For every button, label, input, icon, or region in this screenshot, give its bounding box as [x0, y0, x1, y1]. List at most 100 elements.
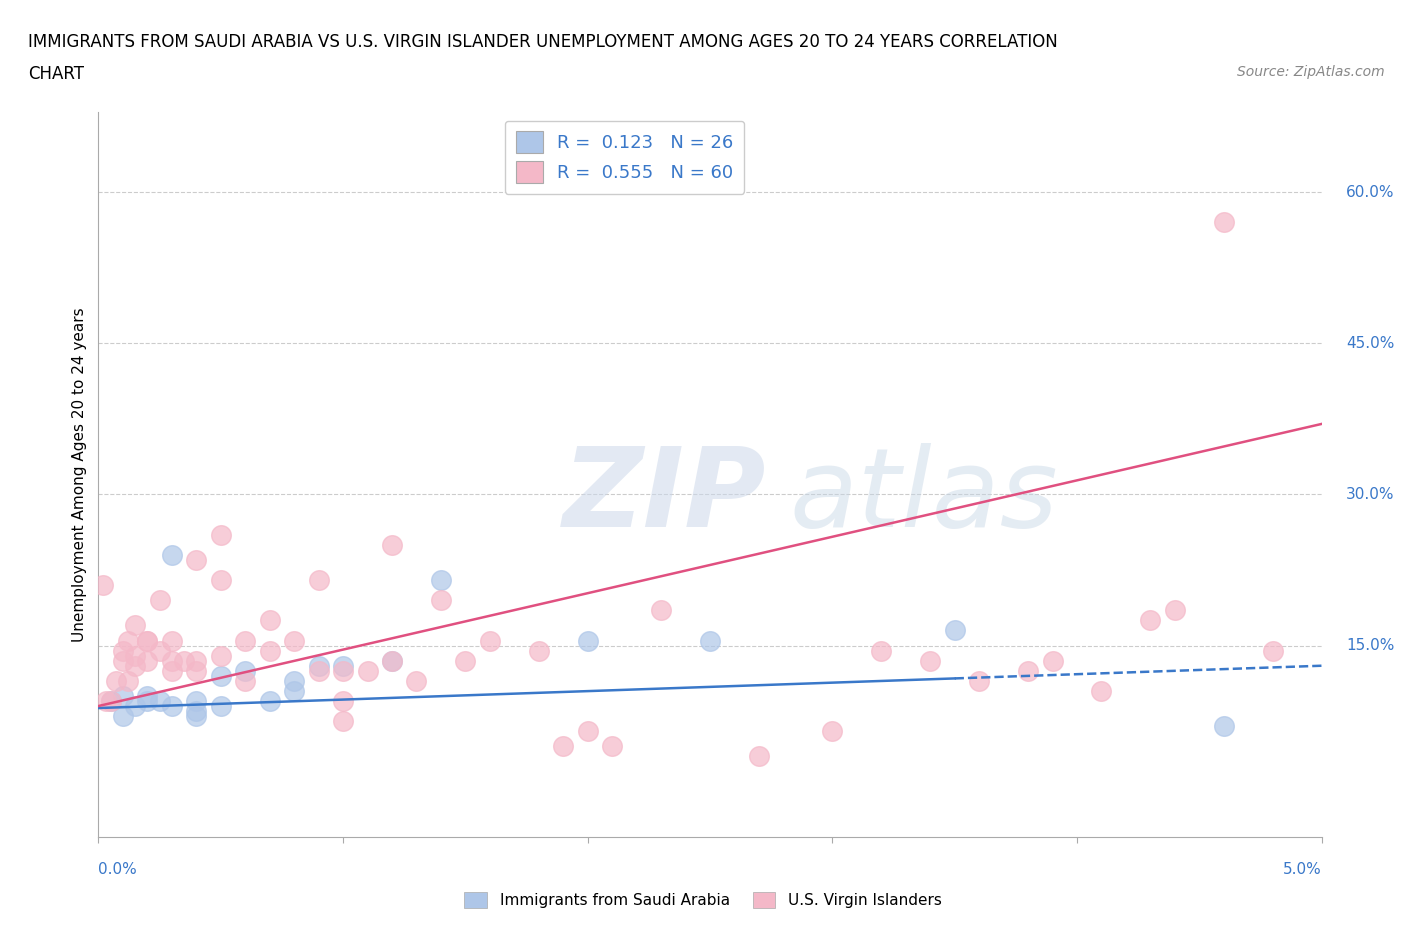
- Text: 5.0%: 5.0%: [1282, 862, 1322, 877]
- Point: [308, 658, 330, 673]
- Point: [967, 673, 990, 688]
- Point: [821, 724, 844, 738]
- Point: [186, 704, 208, 719]
- Point: [91, 578, 114, 592]
- Point: [124, 618, 146, 633]
- Point: [381, 538, 404, 552]
- Point: [186, 653, 208, 668]
- Point: [104, 673, 127, 688]
- Point: [308, 663, 330, 678]
- Point: [332, 694, 354, 709]
- Text: 15.0%: 15.0%: [1346, 638, 1395, 653]
- Point: [870, 644, 893, 658]
- Point: [209, 669, 232, 684]
- Text: 0.0%: 0.0%: [98, 862, 138, 877]
- Point: [308, 573, 330, 588]
- Text: 45.0%: 45.0%: [1346, 336, 1395, 351]
- Point: [454, 653, 477, 668]
- Point: [943, 623, 966, 638]
- Point: [430, 592, 453, 607]
- Point: [209, 527, 232, 542]
- Point: [186, 709, 208, 724]
- Point: [600, 738, 623, 753]
- Point: [160, 633, 183, 648]
- Point: [1212, 215, 1234, 230]
- Point: [527, 644, 550, 658]
- Point: [209, 698, 232, 713]
- Point: [1090, 684, 1112, 698]
- Text: 60.0%: 60.0%: [1346, 185, 1395, 200]
- Point: [233, 673, 256, 688]
- Point: [356, 663, 378, 678]
- Text: ZIP: ZIP: [564, 443, 766, 550]
- Point: [160, 663, 183, 678]
- Point: [1164, 603, 1187, 618]
- Point: [136, 633, 159, 648]
- Text: IMMIGRANTS FROM SAUDI ARABIA VS U.S. VIRGIN ISLANDER UNEMPLOYMENT AMONG AGES 20 : IMMIGRANTS FROM SAUDI ARABIA VS U.S. VIR…: [28, 33, 1057, 50]
- Point: [1017, 663, 1039, 678]
- Point: [160, 653, 183, 668]
- Point: [259, 644, 281, 658]
- Point: [332, 713, 354, 728]
- Point: [553, 738, 575, 753]
- Point: [381, 653, 404, 668]
- Point: [186, 663, 208, 678]
- Point: [160, 698, 183, 713]
- Text: Source: ZipAtlas.com: Source: ZipAtlas.com: [1237, 65, 1385, 79]
- Point: [748, 749, 770, 764]
- Point: [100, 694, 122, 709]
- Text: 30.0%: 30.0%: [1346, 487, 1395, 502]
- Point: [576, 633, 599, 648]
- Legend: R =  0.123   N = 26, R =  0.555   N = 60: R = 0.123 N = 26, R = 0.555 N = 60: [505, 121, 744, 193]
- Point: [1261, 644, 1284, 658]
- Point: [283, 684, 305, 698]
- Point: [209, 573, 232, 588]
- Text: CHART: CHART: [28, 65, 84, 83]
- Point: [124, 648, 146, 663]
- Y-axis label: Unemployment Among Ages 20 to 24 years: Unemployment Among Ages 20 to 24 years: [72, 307, 87, 642]
- Point: [94, 694, 117, 709]
- Point: [160, 548, 183, 563]
- Point: [233, 663, 256, 678]
- Point: [430, 573, 453, 588]
- Point: [1139, 613, 1161, 628]
- Point: [1212, 719, 1234, 734]
- Point: [576, 724, 599, 738]
- Point: [117, 633, 139, 648]
- Point: [233, 633, 256, 648]
- Point: [124, 658, 146, 673]
- Point: [111, 688, 134, 703]
- Legend: Immigrants from Saudi Arabia, U.S. Virgin Islanders: Immigrants from Saudi Arabia, U.S. Virgi…: [460, 888, 946, 913]
- Point: [149, 592, 172, 607]
- Point: [186, 552, 208, 567]
- Point: [173, 653, 195, 668]
- Point: [332, 658, 354, 673]
- Point: [117, 673, 139, 688]
- Point: [111, 653, 134, 668]
- Point: [259, 694, 281, 709]
- Point: [650, 603, 672, 618]
- Point: [1042, 653, 1064, 668]
- Point: [136, 653, 159, 668]
- Point: [405, 673, 427, 688]
- Point: [478, 633, 501, 648]
- Point: [209, 648, 232, 663]
- Point: [124, 698, 146, 713]
- Point: [149, 644, 172, 658]
- Point: [381, 653, 404, 668]
- Point: [136, 694, 159, 709]
- Point: [100, 694, 122, 709]
- Point: [136, 633, 159, 648]
- Point: [111, 644, 134, 658]
- Point: [699, 633, 721, 648]
- Point: [283, 673, 305, 688]
- Point: [111, 709, 134, 724]
- Point: [136, 688, 159, 703]
- Point: [920, 653, 942, 668]
- Point: [149, 694, 172, 709]
- Point: [283, 633, 305, 648]
- Point: [259, 613, 281, 628]
- Text: atlas: atlas: [790, 443, 1059, 550]
- Point: [186, 694, 208, 709]
- Point: [332, 663, 354, 678]
